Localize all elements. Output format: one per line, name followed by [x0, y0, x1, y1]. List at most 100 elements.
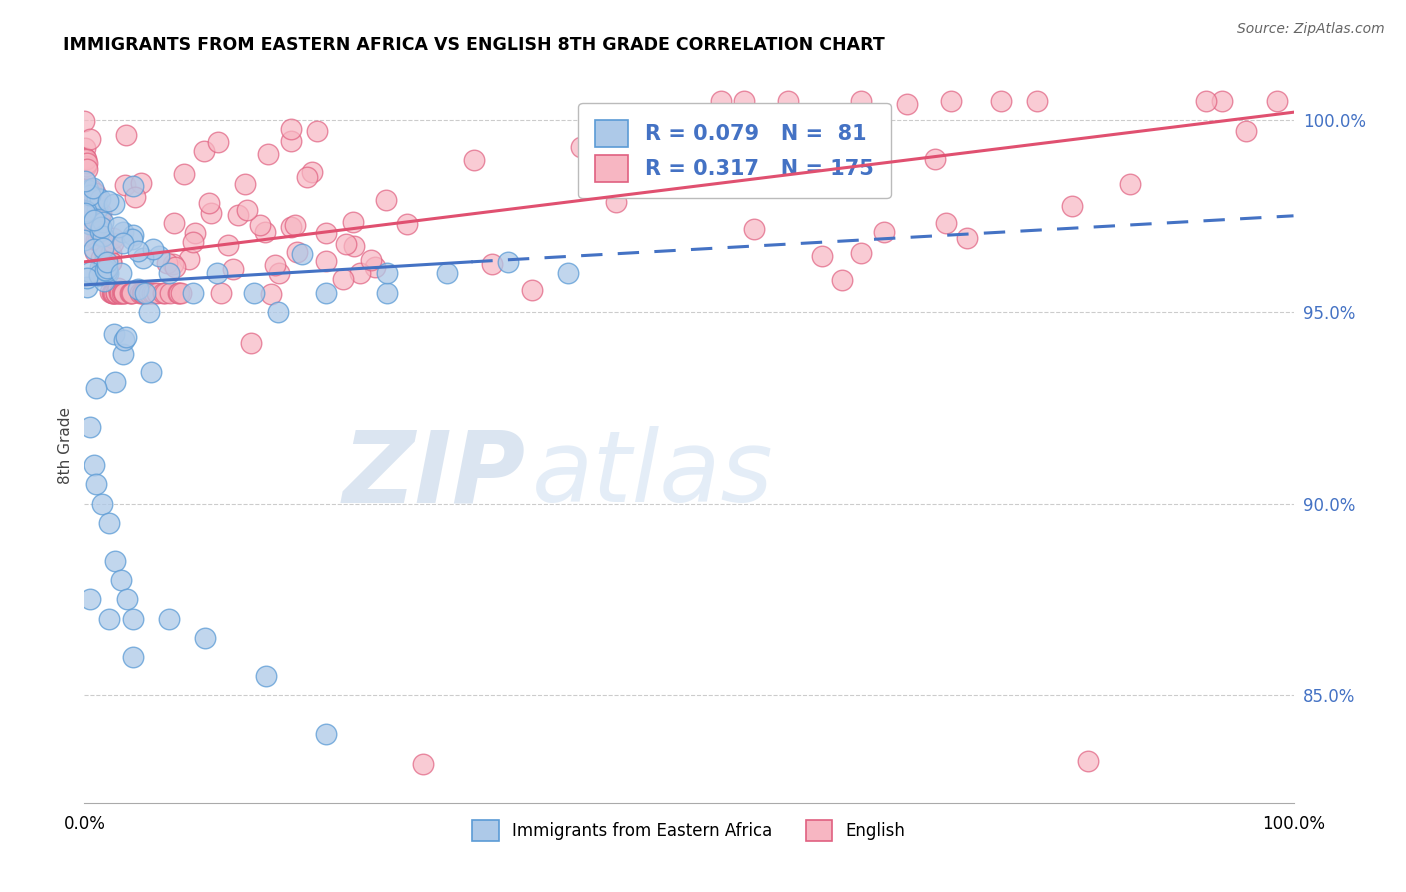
Point: [138, 305, 160, 319]
Point: [75, 159, 97, 173]
Point: [108, 285, 131, 300]
Point: [77, 189, 100, 203]
Point: [194, 631, 217, 645]
Point: [121, 232, 143, 246]
Point: [82, 190, 104, 204]
Point: [96, 261, 118, 276]
Point: [1211, 94, 1233, 108]
Point: [146, 285, 169, 300]
Point: [111, 285, 134, 299]
Point: [121, 178, 143, 193]
Point: [142, 242, 165, 256]
Point: [1234, 124, 1257, 138]
Point: [127, 282, 149, 296]
Point: [101, 285, 124, 300]
Point: [87, 213, 110, 227]
Point: [83, 216, 105, 230]
Point: [112, 347, 135, 361]
Point: [301, 165, 323, 179]
Point: [83, 244, 105, 259]
Point: [79, 187, 101, 202]
Point: [1060, 199, 1083, 213]
Point: [291, 247, 314, 261]
Point: [240, 335, 263, 350]
Point: [96, 266, 118, 280]
Point: [91, 267, 114, 281]
Point: [89, 208, 111, 222]
Point: [73, 233, 96, 247]
Point: [79, 592, 101, 607]
Point: [90, 220, 112, 235]
Point: [181, 285, 204, 300]
Point: [896, 96, 918, 111]
Point: [134, 285, 156, 300]
Point: [200, 206, 222, 220]
Point: [83, 458, 105, 473]
Point: [91, 229, 114, 244]
Point: [831, 273, 853, 287]
Point: [173, 167, 195, 181]
Point: [375, 266, 398, 280]
Point: [83, 212, 105, 227]
Point: [181, 235, 204, 249]
Point: [103, 327, 125, 342]
Point: [481, 257, 503, 271]
Point: [112, 285, 135, 300]
Text: IMMIGRANTS FROM EASTERN AFRICA VS ENGLISH 8TH GRADE CORRELATION CHART: IMMIGRANTS FROM EASTERN AFRICA VS ENGLIS…: [63, 36, 884, 54]
Point: [83, 215, 105, 229]
Point: [811, 249, 834, 263]
Point: [104, 285, 127, 300]
Point: [105, 285, 128, 300]
Point: [207, 135, 229, 149]
Point: [97, 516, 120, 530]
Point: [193, 144, 215, 158]
Point: [496, 255, 519, 269]
Point: [110, 574, 132, 588]
Point: [101, 230, 124, 244]
Point: [605, 195, 627, 210]
Point: [710, 94, 733, 108]
Point: [349, 266, 371, 280]
Point: [79, 217, 101, 231]
Point: [76, 161, 98, 176]
Point: [91, 215, 114, 229]
Point: [157, 612, 180, 626]
Point: [129, 176, 152, 190]
Point: [121, 227, 143, 242]
Point: [79, 184, 101, 198]
Point: [135, 285, 157, 300]
Point: [315, 253, 337, 268]
Point: [73, 173, 96, 187]
Point: [89, 228, 111, 243]
Point: [242, 285, 264, 300]
Point: [86, 477, 108, 491]
Text: Source: ZipAtlas.com: Source: ZipAtlas.com: [1237, 22, 1385, 37]
Point: [91, 497, 114, 511]
Point: [135, 285, 157, 300]
Point: [112, 334, 135, 348]
Point: [104, 554, 127, 568]
Point: [260, 287, 283, 301]
Point: [75, 203, 97, 218]
Point: [100, 246, 122, 260]
Point: [75, 153, 97, 168]
Point: [97, 266, 120, 280]
Point: [873, 225, 896, 239]
Point: [124, 190, 146, 204]
Point: [84, 186, 107, 200]
Point: [89, 268, 111, 283]
Point: [120, 285, 142, 300]
Point: [91, 257, 114, 271]
Point: [79, 265, 101, 279]
Point: [93, 267, 115, 281]
Point: [849, 94, 872, 108]
Point: [156, 256, 179, 270]
Point: [83, 218, 105, 232]
Point: [127, 244, 149, 258]
Point: [112, 235, 135, 250]
Point: [1119, 178, 1142, 192]
Point: [89, 224, 111, 238]
Point: [315, 727, 337, 741]
Point: [1026, 94, 1049, 108]
Point: [254, 669, 277, 683]
